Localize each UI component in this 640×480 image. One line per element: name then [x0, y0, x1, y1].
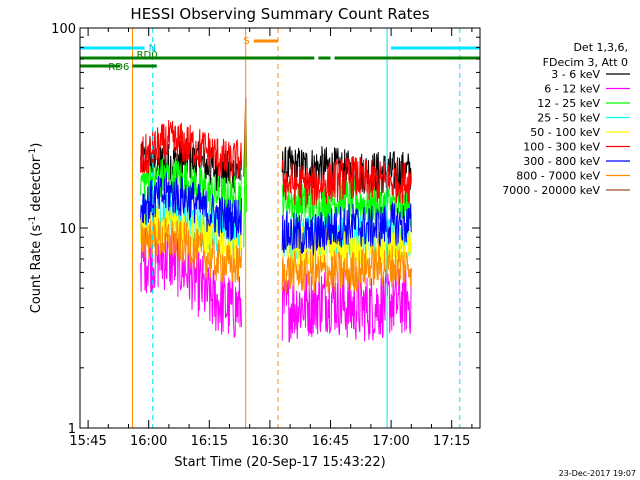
legend-header-0: Det 1,3,6,: [573, 41, 628, 54]
y-axis-label-close: ): [29, 143, 44, 148]
chart-title: HESSI Observing Summary Count Rates: [130, 5, 429, 23]
legend: Det 1,3,6, FDecim 3, Att 03 - 6 keV 6 - 12…: [502, 41, 630, 197]
legend-header-1: FDecim 3, Att 0: [543, 56, 628, 69]
legend-label-0: 3 - 6 keV: [551, 68, 600, 81]
x-tick-label-2: 16:15: [191, 434, 228, 449]
y-axis-label: Count Rate (s-1 detector-1): [28, 143, 44, 314]
series-trace-6: [140, 172, 412, 257]
y-axis-label-sup1: -1: [28, 216, 38, 225]
series-trace-5: [140, 119, 412, 208]
series-layer: [140, 97, 412, 343]
flags-layer: N S RD0 RD6: [80, 36, 480, 73]
axes-layer: 15:45 16:00 16:15 16:30 16:45 17:00 17:15 1 10 10…: [51, 22, 480, 449]
footer-date: 23-Dec-2017 19:07: [559, 469, 636, 478]
legend-label-4: 50 - 100 keV: [530, 126, 600, 139]
plot-frame: [79, 27, 481, 429]
x-tick-label-1: 16:00: [130, 434, 167, 449]
x-tick-label-6: 17:15: [433, 434, 470, 449]
y-axis-label-main: Count Rate (s: [29, 225, 44, 314]
x-tick-label-5: 17:00: [372, 434, 409, 449]
legend-label-7: 800 - 7000 keV: [516, 170, 600, 183]
y-tick-label-0: 1: [68, 422, 76, 437]
x-tick-label-0: 15:45: [69, 434, 106, 449]
x-axis-label: Start Time (20-Sep-17 15:43:22): [174, 455, 385, 470]
legend-label-1: 6 - 12 keV: [544, 83, 600, 96]
series-trace-7: [140, 216, 412, 294]
y-tick-label-2: 100: [51, 22, 76, 37]
y-axis-label-sup2: -1: [28, 148, 38, 157]
legend-label-2: 12 - 25 keV: [537, 97, 600, 110]
x-tick-label-4: 16:45: [312, 434, 349, 449]
y-axis-label-mid: detector: [29, 156, 44, 216]
legend-label-6: 300 - 800 keV: [523, 155, 600, 168]
flag-label-rd0: RD0: [137, 50, 158, 61]
flag-label-rd6: RD6: [108, 62, 129, 73]
y-tick-label-1: 10: [59, 222, 76, 237]
legend-label-3: 25 - 50 keV: [537, 112, 600, 125]
legend-label-5: 100 - 300 keV: [523, 141, 600, 154]
legend-label-8: 7000 - 20000 keV: [502, 184, 600, 197]
series-trace-2: [140, 158, 412, 228]
flag-label-s: S: [243, 36, 249, 47]
x-tick-label-3: 16:30: [251, 434, 288, 449]
flag-label-n: N: [149, 43, 156, 54]
